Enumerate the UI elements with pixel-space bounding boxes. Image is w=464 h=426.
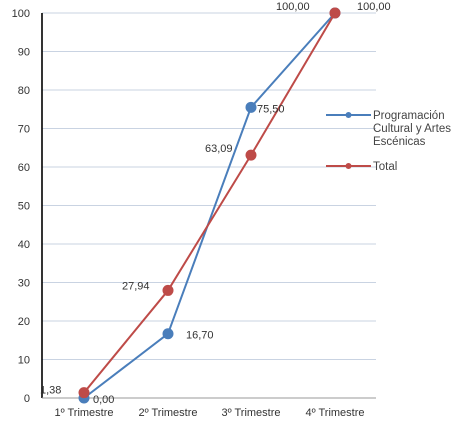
y-tick-label: 50 — [18, 201, 30, 213]
legend-label: Escénicas — [373, 136, 426, 148]
gridlines — [42, 12, 376, 360]
x-tick-label: 2º Trimestre — [138, 407, 197, 419]
data-point — [245, 149, 257, 161]
data-label: 0,00 — [93, 394, 114, 406]
data-label: 1,38 — [40, 385, 61, 397]
y-tick-label: 90 — [18, 47, 30, 59]
data-point — [162, 284, 174, 296]
x-tick-label: 3º Trimestre — [221, 407, 280, 419]
x-tick-label: 1º Trimestre — [54, 407, 113, 419]
data-label: 16,70 — [186, 330, 214, 342]
y-axis: 0 10 20 30 40 50 60 70 80 90 100 — [12, 8, 43, 405]
y-tick-label: 70 — [18, 124, 30, 136]
legend-label: Total — [373, 161, 397, 173]
data-point — [78, 387, 90, 399]
data-point — [162, 328, 174, 340]
series-line — [83, 12, 336, 399]
y-tick-label: 100 — [12, 8, 30, 20]
data-label: 100,00 — [276, 1, 310, 13]
data-label: 27,94 — [122, 280, 150, 292]
x-axis: 1º Trimestre 2º Trimestre 3º Trimestre 4º T… — [42, 397, 376, 419]
data-label: 100,00 — [357, 1, 391, 13]
y-tick-label: 80 — [18, 85, 30, 97]
data-labels: 0,00 16,70 75,50 100,00 1,38 27,94 63,09 100,00 — [40, 1, 391, 406]
legend-label: Cultural y Artes — [373, 123, 451, 135]
y-tick-label: 0 — [24, 393, 30, 405]
legend-marker — [345, 112, 352, 118]
y-tick-label: 20 — [18, 316, 30, 328]
y-tick-label: 60 — [18, 162, 30, 174]
y-tick-label: 30 — [18, 278, 30, 290]
data-label: 63,09 — [205, 143, 233, 155]
y-tick-label: 10 — [18, 355, 30, 367]
data-label: 75,50 — [257, 103, 285, 115]
legend-marker — [345, 163, 352, 169]
data-point — [245, 101, 257, 113]
series-line — [83, 12, 336, 394]
legend-label: Programación — [373, 110, 445, 122]
data-point — [329, 7, 341, 19]
x-tick-label: 4º Trimestre — [305, 407, 364, 419]
series-group — [78, 7, 341, 404]
y-tick-label: 40 — [18, 239, 30, 251]
